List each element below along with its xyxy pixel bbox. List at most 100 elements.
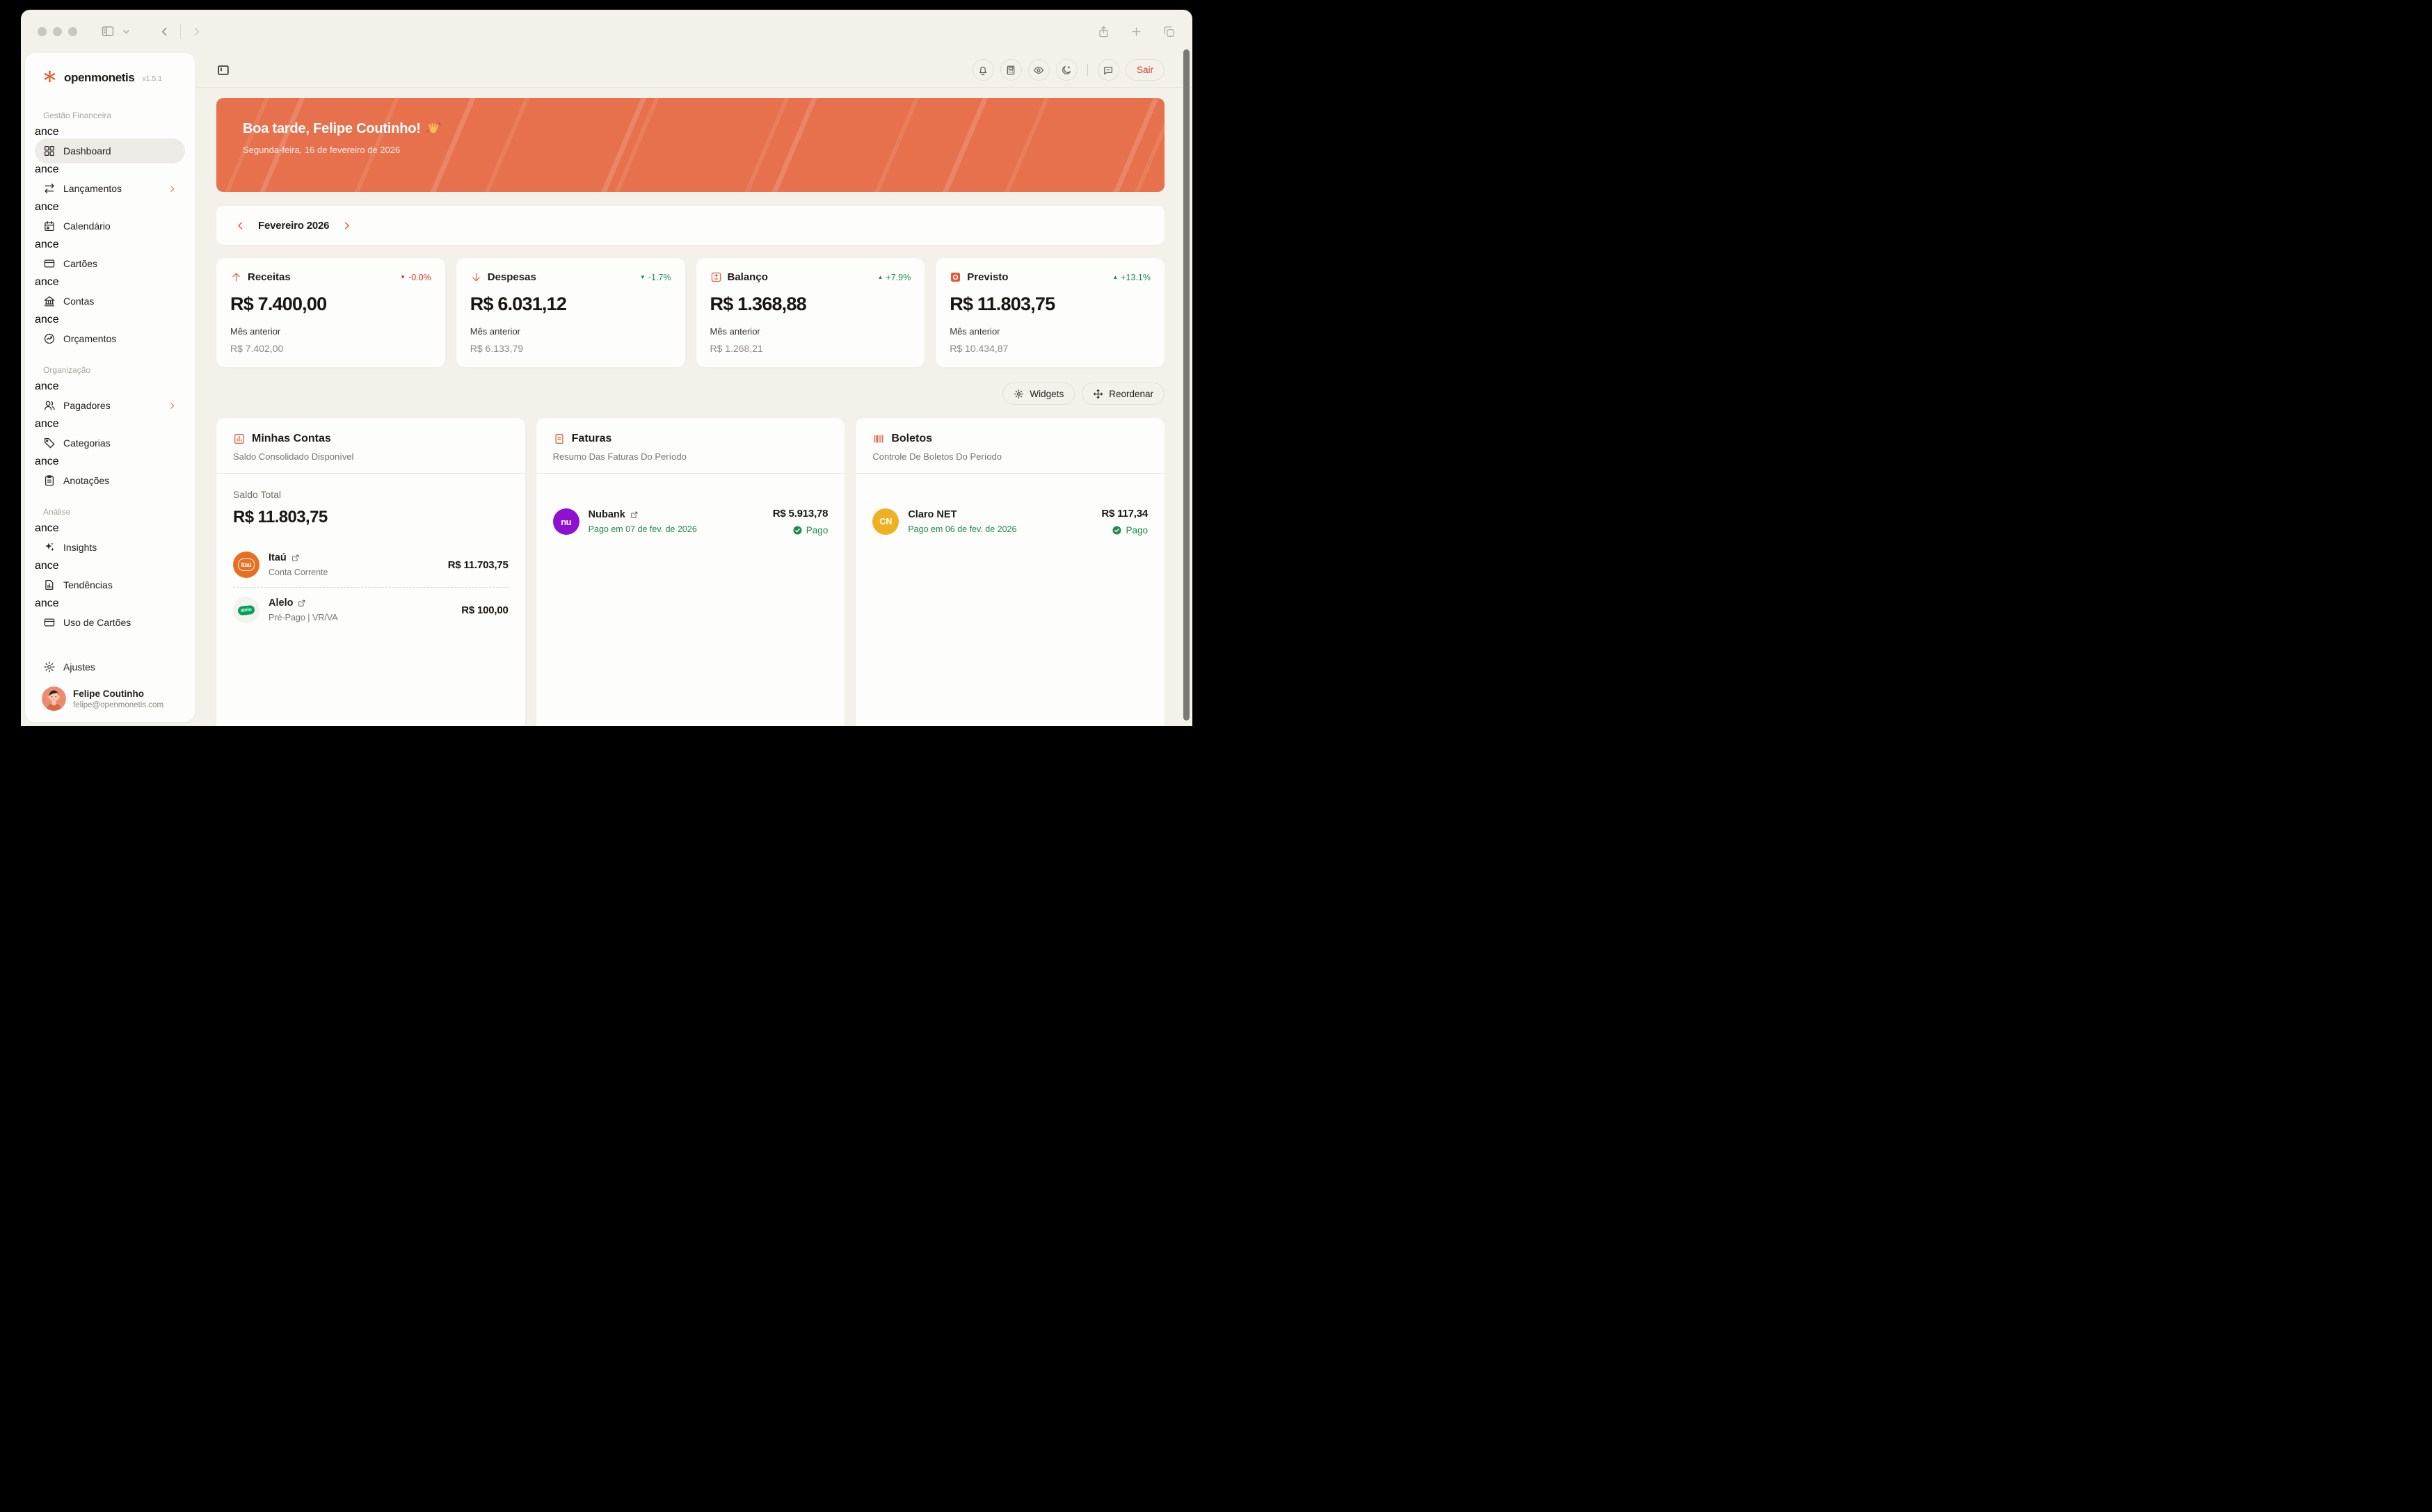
zoom-button[interactable] — [68, 26, 77, 36]
minimize-button[interactable] — [53, 26, 62, 36]
stat-value: R$ 1.368,88 — [710, 293, 807, 314]
row-name: Alelo — [269, 597, 338, 609]
widget-actions: Widgets Reordenar — [216, 383, 1165, 405]
stat-value: R$ 6.031,12 — [470, 293, 567, 314]
bell-button[interactable] — [972, 59, 994, 81]
list-item-alelo[interactable]: alelo Alelo Pré-Pago | VR/VA R$ 100,00 — [233, 587, 509, 632]
row-name: Claro NET — [908, 509, 957, 520]
divider — [216, 473, 525, 474]
sidebar-item-label: Uso de Cartões — [63, 617, 131, 628]
widget-subtitle: Saldo Consolidado Disponível — [233, 451, 354, 462]
sidebar-toggle-icon[interactable] — [216, 63, 230, 77]
tag-icon — [44, 437, 55, 449]
external-link-icon — [292, 554, 299, 561]
sidebar-panel-icon[interactable] — [101, 24, 115, 38]
tab-overview-icon[interactable] — [1162, 25, 1176, 38]
window-titlebar — [21, 10, 1192, 53]
avatar — [42, 686, 66, 711]
sidebar-item-label: Ajustes — [63, 661, 95, 673]
gear-icon — [1014, 389, 1024, 399]
widget-subtitle: Controle De Boletos Do Período — [872, 451, 1002, 462]
stat-value: R$ 11.803,75 — [950, 293, 1055, 314]
widgets-button-label: Widgets — [1030, 388, 1064, 399]
next-month-button[interactable] — [342, 220, 352, 231]
sidebar-item-label: Orçamentos — [63, 333, 117, 344]
banner-date: Segunda-feira, 16 de fevereiro de 2026 — [243, 145, 401, 155]
stat-previous-label: Mês anterior — [230, 326, 281, 337]
previous-month-button[interactable] — [235, 220, 246, 231]
close-button[interactable] — [38, 26, 47, 36]
stat-change-badge: ▲ +13.1% — [1112, 272, 1151, 282]
forward-button[interactable] — [191, 26, 202, 38]
row-name: Nubank — [589, 509, 697, 520]
eye-button[interactable] — [1027, 59, 1050, 81]
list-item-nubank[interactable]: nu Nubank Pago em 07 de fev. de 2026 R$ … — [552, 499, 829, 545]
list-item-claro-net[interactable]: CN Claro NET Pago em 06 de fev. de 2026 … — [872, 499, 1148, 545]
itau-logo: itaú — [233, 552, 259, 578]
user-profile[interactable]: Felipe Coutinho felipe@openmonetis.com — [35, 679, 185, 712]
traffic-lights[interactable] — [38, 26, 77, 36]
sidebar-item-label: Contas — [63, 296, 95, 307]
stat-previous-value: R$ 6.133,79 — [470, 343, 524, 354]
row-description: Pago em 06 de fev. de 2026 — [908, 524, 1017, 534]
sidebar-item-cartoes[interactable]: Cartões — [35, 251, 185, 276]
sidebar-item-pagadores[interactable]: Pagadores — [35, 393, 185, 418]
sidebar-item-ajustes[interactable]: Ajustes — [35, 654, 185, 679]
sidebar-item-contas[interactable]: Contas — [35, 289, 185, 314]
divider — [536, 473, 845, 474]
row-description: Conta Corrente — [269, 568, 328, 577]
moon-button[interactable] — [1055, 59, 1078, 81]
row-amount: R$ 11.703,75 — [447, 558, 509, 571]
user-email: felipe@openmonetis.com — [73, 700, 163, 709]
content-header: Sair — [195, 53, 1192, 88]
stat-value: R$ 7.400,00 — [230, 293, 327, 314]
sidebar-item-categorias[interactable]: Categorias — [35, 431, 185, 456]
share-icon[interactable] — [1097, 25, 1110, 38]
diff-icon — [711, 272, 721, 282]
reorder-button[interactable]: Reordenar — [1082, 383, 1165, 405]
bank-icon — [44, 296, 55, 307]
back-button[interactable] — [159, 26, 170, 38]
check-circle-icon — [1112, 526, 1121, 535]
card-icon — [44, 618, 55, 627]
stat-card-balanco: Balanço ▲ +7.9% R$ 1.368,88 Mês anterior … — [696, 258, 925, 367]
sidebar-item-label: Pagadores — [63, 400, 111, 411]
sidebar-item-lancamentos[interactable]: Lançamentos — [35, 176, 185, 201]
divider — [856, 473, 1165, 474]
stat-change-badge: ▼ -1.7% — [639, 272, 671, 282]
logout-button[interactable]: Sair — [1125, 59, 1165, 81]
list-item-itau[interactable]: itaú Itaú Conta Corrente R$ 11.703,75 — [233, 542, 509, 587]
sidebar-item-insights[interactable]: Insights — [35, 535, 185, 560]
widgets-button[interactable]: Widgets — [1002, 383, 1075, 405]
sidebar-section-label: Análise — [43, 507, 71, 517]
chat-button[interactable] — [1097, 59, 1119, 81]
users-icon — [44, 401, 55, 410]
card-icon — [44, 259, 55, 268]
greeting-text: Boa tarde, Felipe Coutinho! — [243, 121, 421, 136]
external-link-icon — [298, 600, 305, 606]
scrollbar[interactable] — [1183, 49, 1190, 721]
sidebar-item-label: Cartões — [63, 258, 98, 269]
sidebar-footer: Ajustes Felipe Coutinho — [35, 654, 185, 712]
sidebar-section: Organização ance Pagadores ance Categori… — [35, 365, 185, 493]
bell-icon — [979, 66, 987, 75]
new-tab-icon[interactable] — [1130, 25, 1143, 38]
chevron-down-icon[interactable] — [122, 27, 131, 36]
widget-minhas-contas: Minhas Contas Saldo Consolidado Disponív… — [216, 418, 525, 726]
sidebar-item-calendario[interactable]: Calendário — [35, 214, 185, 239]
dashboard-icon — [44, 145, 55, 156]
stat-change-badge: ▼ -0.0% — [400, 272, 431, 282]
triangle-down-icon: ▼ — [400, 273, 406, 280]
row-amount: R$ 100,00 — [461, 604, 509, 616]
sidebar-section: Análise ance Insights ance Tendências an… — [35, 507, 185, 635]
sidebar-item-anotacoes[interactable]: Anotações — [35, 468, 185, 493]
stat-card-receitas: Receitas ▼ -0.0% R$ 7.400,00 Mês anterior… — [216, 258, 445, 367]
calculator-button[interactable] — [1000, 59, 1022, 81]
clipboard-icon — [45, 475, 54, 486]
sidebar-item-uso-de-cartoes[interactable]: Uso de Cartões — [35, 610, 185, 635]
sidebar-item-label: Tendências — [63, 579, 113, 590]
sidebar-item-tendencias[interactable]: Tendências — [35, 572, 185, 597]
sidebar-item-dashboard[interactable]: Dashboard — [35, 138, 185, 163]
app-logo: openmonetis v1.5.1 — [35, 70, 185, 86]
sidebar-item-orcamentos[interactable]: Orçamentos — [35, 326, 185, 351]
